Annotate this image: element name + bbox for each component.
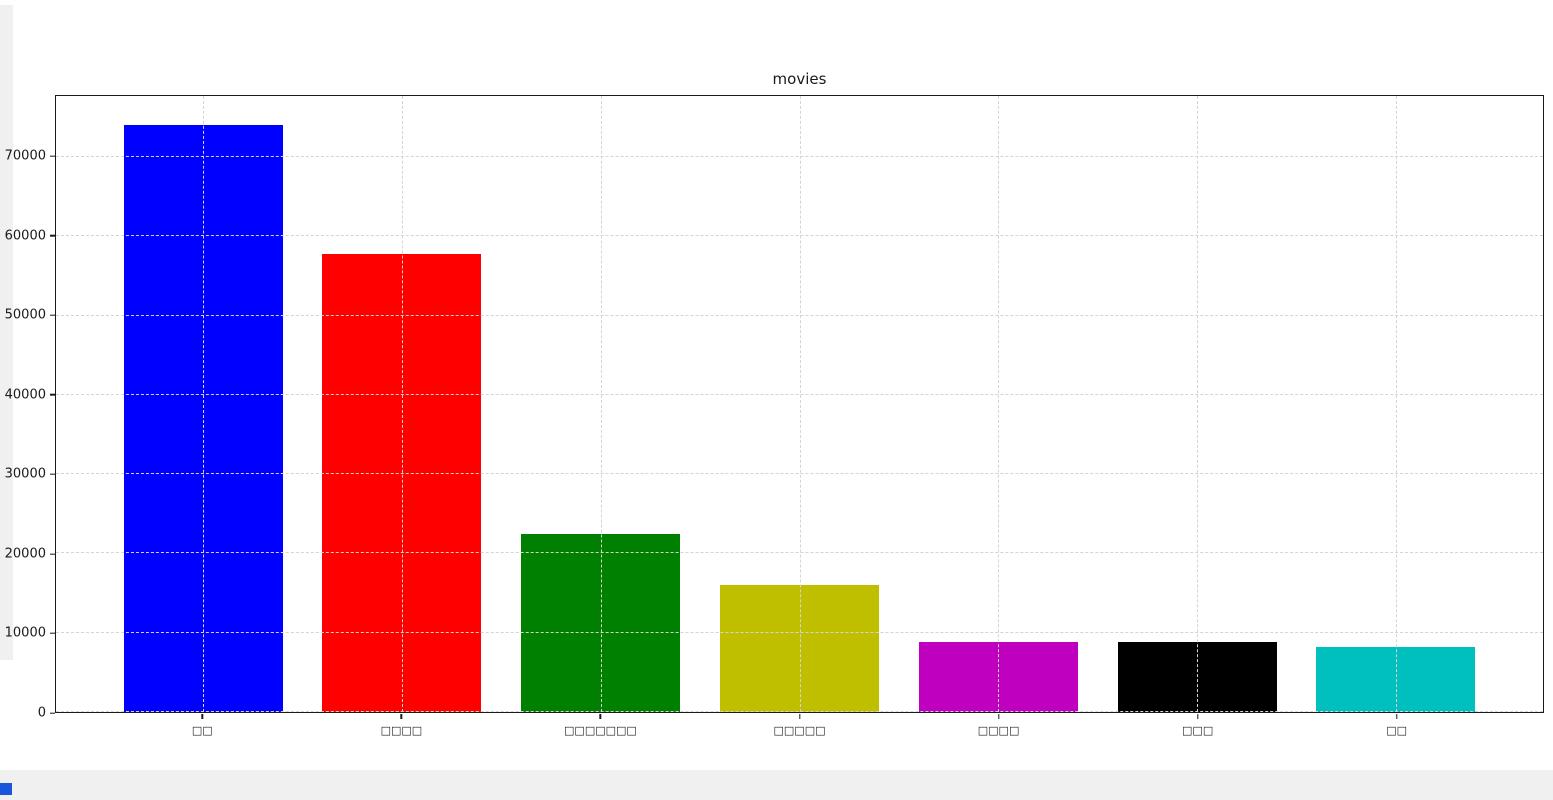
x-tick-label: □□□: [1182, 724, 1214, 737]
x-tick-label: □□□□□: [773, 724, 826, 737]
y-tick-mark: [50, 473, 55, 476]
x-tick-label: □□□□: [380, 724, 423, 737]
y-tick-label: 10000: [4, 625, 46, 641]
y-tick-label: 70000: [4, 148, 46, 164]
x-tick-label: □□□□□□□: [564, 724, 637, 737]
chart-title: movies: [772, 70, 827, 88]
v-gridline: [1395, 96, 1397, 712]
v-gridline: [401, 96, 403, 712]
y-tick-label: 60000: [4, 228, 46, 244]
v-gridline: [998, 96, 1000, 712]
x-tick-mark: [798, 714, 801, 719]
plot-area: [55, 95, 1544, 713]
x-tick-mark: [997, 714, 1000, 719]
y-tick-mark: [50, 394, 55, 396]
y-tick-label: 0: [37, 705, 46, 721]
v-gridline: [600, 96, 602, 712]
v-gridline: [1197, 96, 1199, 712]
x-tick-mark: [1395, 714, 1398, 719]
bar-3: [719, 585, 879, 712]
bar-2: [521, 534, 681, 712]
y-tick-label: 20000: [4, 546, 46, 562]
y-tick-label: 30000: [4, 466, 46, 482]
y-tick-mark: [50, 632, 55, 635]
bar-0: [123, 125, 283, 712]
x-tick-label: □□□□: [977, 724, 1020, 737]
window-edge-left-strip: [0, 5, 13, 660]
y-axis: 0 10000 20000 30000 40000 50000 60000 70000: [0, 95, 55, 720]
y-tick-label: 40000: [4, 387, 46, 403]
y-tick-mark: [50, 235, 55, 237]
x-tick-mark: [201, 714, 203, 719]
y-tick-label: 50000: [4, 307, 46, 323]
x-axis: □□ □□□□ □□□□□□□ □□□□□ □□□□ □□□ □□: [55, 713, 1544, 743]
v-gridline: [203, 96, 205, 712]
x-tick-mark: [1196, 714, 1199, 719]
x-tick-label: □□: [1386, 724, 1408, 737]
y-tick-mark: [50, 155, 55, 157]
bar-1: [322, 253, 482, 712]
y-tick-mark: [50, 314, 55, 317]
v-gridline: [799, 96, 801, 712]
y-tick-mark: [50, 553, 55, 555]
bottom-left-accent-square: [0, 783, 12, 795]
x-tick-mark: [599, 714, 602, 719]
y-tick-mark: [50, 712, 55, 714]
x-tick-label: □□: [191, 724, 213, 737]
window-edge-bottom-strip: [0, 770, 1553, 800]
x-tick-mark: [400, 714, 403, 719]
